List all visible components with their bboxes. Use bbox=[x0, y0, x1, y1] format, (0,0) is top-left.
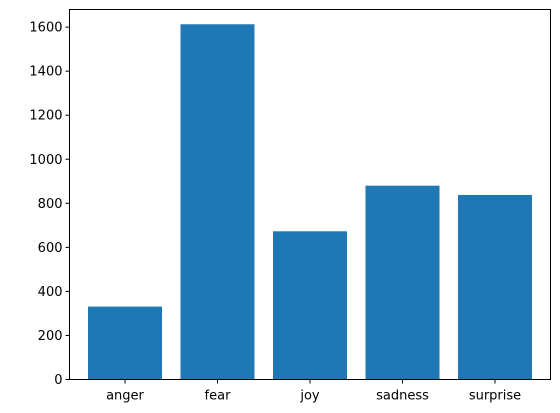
y-tick-label: 1400 bbox=[29, 65, 62, 80]
y-tick-label: 1600 bbox=[29, 21, 62, 36]
y-tick-label: 1200 bbox=[29, 109, 62, 124]
bar-surprise bbox=[458, 194, 532, 380]
y-tick-label: 800 bbox=[38, 197, 63, 212]
x-tick-label: surprise bbox=[469, 389, 521, 404]
x-tick-label: joy bbox=[299, 389, 320, 404]
plot-frame bbox=[69, 9, 551, 380]
y-tick-label: 400 bbox=[38, 285, 63, 300]
bar-joy bbox=[273, 231, 347, 380]
bar-sadness bbox=[365, 185, 440, 380]
bar-fear bbox=[180, 24, 255, 380]
y-tick-label: 600 bbox=[38, 241, 63, 256]
x-axis: anger fear joy sadness surprise bbox=[106, 379, 521, 404]
x-tick-label: anger bbox=[106, 389, 144, 404]
bars-group bbox=[88, 24, 532, 380]
y-axis: 0 200 400 600 800 1000 1200 1400 1600 bbox=[29, 21, 70, 388]
x-tick-label: fear bbox=[205, 389, 232, 404]
x-tick-label: sadness bbox=[376, 389, 429, 404]
y-tick-label: 1000 bbox=[29, 153, 62, 168]
y-tick-label: 0 bbox=[54, 373, 62, 388]
y-tick-label: 200 bbox=[38, 329, 63, 344]
bar-anger bbox=[88, 306, 162, 380]
